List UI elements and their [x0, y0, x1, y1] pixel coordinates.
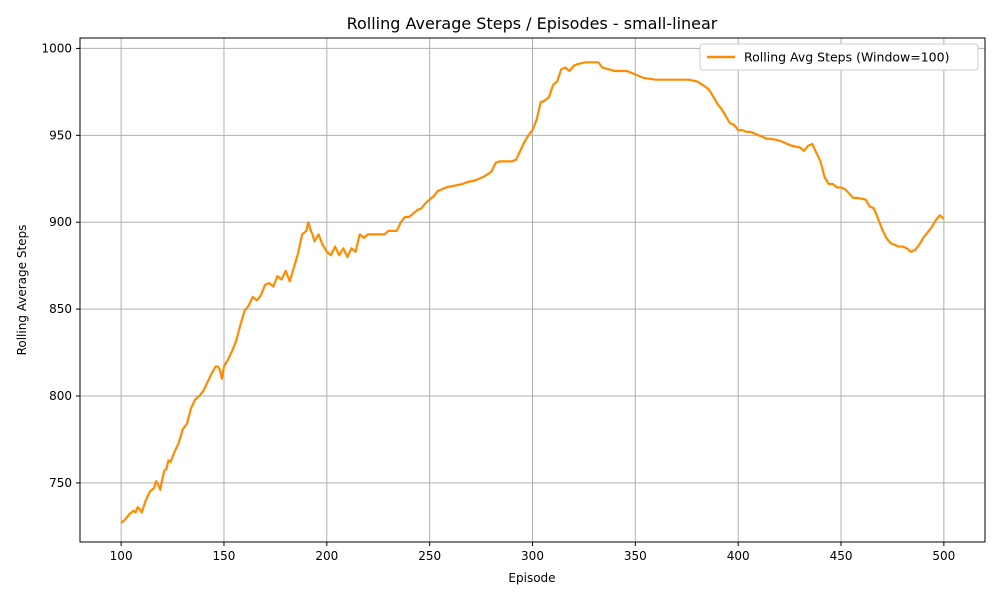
x-tick-label: 100: [110, 549, 133, 563]
y-tick-label: 850: [49, 302, 72, 316]
y-axis: 750 800 850 900 950 1000: [41, 41, 80, 490]
y-tick-label: 800: [49, 389, 72, 403]
legend-label: Rolling Avg Steps (Window=100): [744, 50, 949, 65]
legend: Rolling Avg Steps (Window=100): [699, 43, 979, 71]
x-tick-label: 200: [315, 549, 338, 563]
legend-box: [699, 43, 979, 71]
y-tick-label: 750: [49, 476, 72, 490]
y-tick-label: 1000: [41, 41, 72, 55]
x-axis: 100 150 200 250 300 350 400 450 500: [110, 542, 955, 563]
x-tick-label: 350: [624, 549, 647, 563]
y-axis-label: Rolling Average Steps: [15, 225, 29, 356]
chart-title: Rolling Average Steps / Episodes - small…: [347, 14, 718, 33]
x-tick-label: 300: [521, 549, 544, 563]
y-tick-label: 900: [49, 215, 72, 229]
series-layer: [120, 61, 945, 524]
x-tick-label: 250: [418, 549, 441, 563]
x-tick-label: 150: [213, 549, 236, 563]
series-line: [120, 61, 945, 524]
x-tick-label: 500: [932, 549, 955, 563]
x-tick-label: 400: [727, 549, 750, 563]
x-axis-label: Episode: [508, 571, 555, 585]
y-tick-label: 950: [49, 128, 72, 142]
x-tick-label: 450: [830, 549, 853, 563]
grid: [80, 38, 985, 542]
